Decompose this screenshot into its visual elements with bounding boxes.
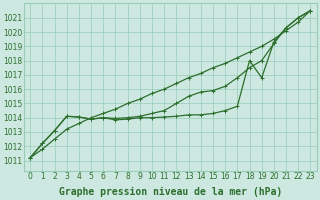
X-axis label: Graphe pression niveau de la mer (hPa): Graphe pression niveau de la mer (hPa) bbox=[59, 186, 282, 197]
